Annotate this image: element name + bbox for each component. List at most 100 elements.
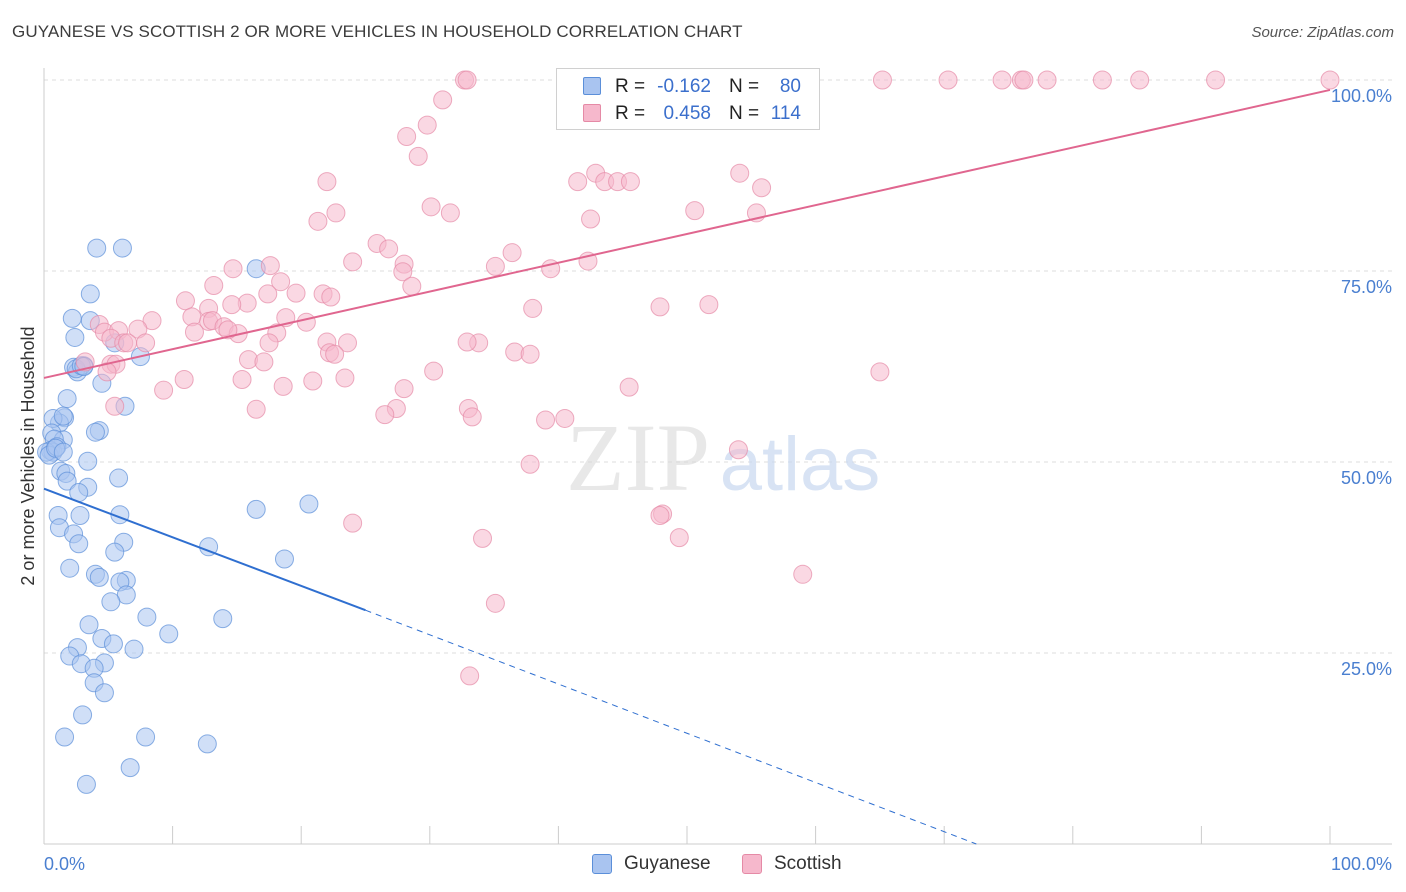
point-scottish: [105, 396, 125, 416]
point-scottish: [296, 312, 316, 332]
point-scottish: [286, 283, 306, 303]
bottom-legend-swatch-guyanese: [592, 854, 612, 874]
point-scottish: [136, 333, 156, 353]
point-guyanese: [79, 615, 99, 635]
legend-box: R = -0.162 N = 80 R = 0.458 N = 114: [556, 68, 820, 130]
point-scottish: [75, 352, 95, 372]
point-scottish: [308, 211, 328, 231]
point-scottish: [619, 377, 639, 397]
point-scottish: [118, 333, 138, 353]
point-scottish: [174, 369, 194, 389]
bottom-legend: Guyanese Scottish: [0, 852, 1406, 878]
point-scottish: [502, 243, 522, 263]
point-scottish: [335, 368, 355, 388]
point-guyanese: [101, 592, 121, 612]
point-guyanese: [109, 468, 129, 488]
point-scottish: [485, 593, 505, 613]
point-scottish: [440, 203, 460, 223]
point-scottish: [397, 127, 417, 147]
point-scottish: [184, 322, 204, 342]
point-guyanese: [105, 542, 125, 562]
legend-swatch-scottish: [583, 104, 601, 122]
point-scottish: [581, 209, 601, 229]
point-scottish: [325, 344, 345, 364]
point-scottish: [375, 405, 395, 425]
point-guyanese: [62, 308, 82, 328]
trend-line-scottish: [43, 88, 1331, 379]
legend-swatch-guyanese: [583, 77, 601, 95]
point-scottish: [650, 297, 670, 317]
point-guyanese: [60, 558, 80, 578]
point-guyanese: [57, 471, 77, 491]
point-guyanese: [274, 549, 294, 569]
point-scottish: [433, 90, 453, 110]
point-scottish: [938, 70, 958, 90]
point-scottish: [520, 454, 540, 474]
point-guyanese: [70, 505, 90, 525]
point-scottish: [421, 197, 441, 217]
point-guyanese: [78, 451, 98, 471]
axis-layer: [43, 68, 1392, 845]
point-scottish: [142, 311, 162, 331]
point-guyanese: [246, 499, 266, 519]
point-scottish: [1092, 70, 1112, 90]
point-scottish: [218, 320, 238, 340]
point-scottish: [343, 513, 363, 533]
point-scottish: [1320, 70, 1340, 90]
y-axis-label: 2 or more Vehicles in Household: [18, 326, 38, 585]
chart-title: GUYANESE VS SCOTTISH 2 OR MORE VEHICLES …: [12, 22, 743, 41]
point-scottish: [258, 284, 278, 304]
point-guyanese: [65, 327, 85, 347]
label-layer: 25.0% 50.0% 75.0% 100.0% 0.0% 100.0% 2 or more…: [18, 86, 1392, 874]
trend-layer: [43, 88, 1331, 845]
point-scottish: [321, 287, 341, 307]
y-tick-label: 50.0%: [1341, 468, 1392, 488]
legend-row-guyanese: R = -0.162 N = 80: [557, 74, 819, 100]
point-scottish: [254, 352, 274, 372]
trend-line-guyanese-extension: [365, 609, 977, 845]
point-guyanese: [103, 634, 123, 654]
bottom-legend-swatch-scottish: [742, 854, 762, 874]
point-scottish: [273, 376, 293, 396]
point-guyanese: [76, 774, 96, 794]
point-scottish: [992, 70, 1012, 90]
point-scottish: [326, 203, 346, 223]
point-guyanese: [89, 567, 109, 587]
point-scottish: [1014, 70, 1034, 90]
point-scottish: [462, 407, 482, 427]
trend-line-guyanese: [43, 487, 366, 612]
point-guyanese: [159, 624, 179, 644]
point-scottish: [379, 239, 399, 259]
point-scottish: [259, 333, 279, 353]
point-scottish: [393, 262, 413, 282]
point-scottish: [303, 371, 323, 391]
x-tick-label: 0.0%: [44, 854, 85, 874]
bottom-legend-label: Scottish: [774, 853, 842, 874]
point-guyanese: [197, 734, 217, 754]
legend-row-scottish: R = 0.458 N = 114: [557, 101, 819, 127]
legend-r-label: R =: [615, 76, 646, 97]
point-guyanese: [299, 494, 319, 514]
point-guyanese: [80, 284, 100, 304]
point-guyanese: [213, 609, 233, 629]
point-guyanese: [57, 389, 77, 409]
legend-n-label: N =: [729, 76, 760, 97]
point-scottish: [730, 163, 750, 183]
y-tick-label: 100.0%: [1331, 86, 1392, 106]
watermark-zip: ZIP: [566, 404, 710, 511]
point-guyanese: [69, 534, 89, 554]
point-guyanese: [73, 705, 93, 725]
point-scottish: [752, 178, 772, 198]
point-scottish: [204, 276, 224, 296]
y-tick-label: 25.0%: [1341, 659, 1392, 679]
point-scottish: [394, 379, 414, 399]
point-scottish: [555, 408, 575, 428]
point-scottish: [457, 332, 477, 352]
point-guyanese: [120, 758, 140, 778]
point-scottish: [620, 172, 640, 192]
point-guyanese: [87, 238, 107, 258]
point-scottish: [222, 295, 242, 315]
point-guyanese: [124, 639, 144, 659]
point-scottish: [870, 362, 890, 382]
